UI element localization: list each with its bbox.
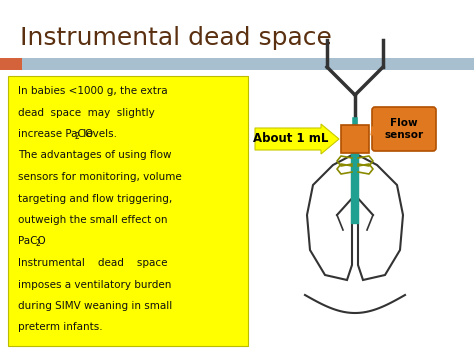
Text: imposes a ventilatory burden: imposes a ventilatory burden (18, 279, 172, 289)
Text: dead  space  may  slightly: dead space may slightly (18, 108, 155, 118)
Text: PaCO: PaCO (18, 236, 46, 246)
Bar (0, 58, 474, 70)
Text: In babies <1000 g, the extra: In babies <1000 g, the extra (18, 86, 168, 96)
Text: preterm infants.: preterm infants. (18, 322, 103, 333)
PathPatch shape (307, 155, 352, 280)
Bar (8, 76, 248, 346)
Text: Instrumental    dead    space: Instrumental dead space (18, 258, 167, 268)
Text: 2: 2 (36, 240, 40, 248)
Text: increase PaCO: increase PaCO (18, 129, 93, 139)
Text: Instrumental dead space: Instrumental dead space (20, 26, 332, 50)
Text: .: . (41, 236, 44, 246)
FancyBboxPatch shape (372, 107, 436, 151)
Text: sensors for monitoring, volume: sensors for monitoring, volume (18, 172, 182, 182)
Text: 2: 2 (74, 132, 79, 141)
Bar (341, 125, 369, 153)
Text: levels.: levels. (80, 129, 117, 139)
Text: during SIMV weaning in small: during SIMV weaning in small (18, 301, 172, 311)
Text: targeting and flow triggering,: targeting and flow triggering, (18, 193, 172, 203)
Bar (0, 58, 22, 70)
PathPatch shape (358, 155, 403, 280)
Text: About 1 mL: About 1 mL (253, 132, 328, 146)
Text: The advantages of using flow: The advantages of using flow (18, 151, 172, 160)
Text: Flow
sensor: Flow sensor (384, 118, 424, 140)
FancyArrow shape (255, 124, 339, 154)
Text: outweigh the small effect on: outweigh the small effect on (18, 215, 167, 225)
